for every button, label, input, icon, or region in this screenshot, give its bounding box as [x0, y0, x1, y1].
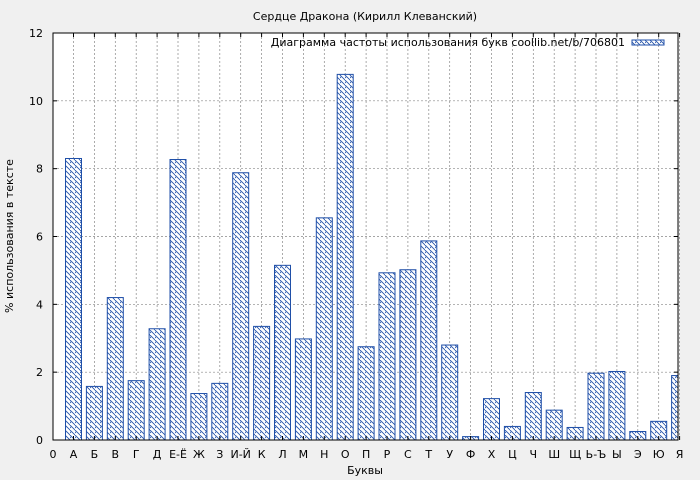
y-tick-label: 10: [29, 95, 43, 108]
legend-swatch: [631, 39, 665, 46]
x-tick-label: Л: [278, 448, 286, 461]
bar-13: [315, 217, 333, 441]
bar-16: [378, 272, 396, 441]
y-tick-label: 6: [36, 231, 43, 244]
x-tick-label: Д: [153, 448, 162, 461]
x-tick-label: К: [258, 448, 266, 461]
chart-title: Сердце Дракона (Кирилл Клеванский): [253, 10, 477, 23]
x-tick-label: Г: [133, 448, 140, 461]
y-tick-label: 8: [36, 163, 43, 176]
bar-23: [524, 392, 542, 441]
x-tick-label: П: [362, 448, 370, 461]
bar-26: [587, 372, 605, 441]
x-tick-label: Т: [424, 448, 432, 461]
x-tick-label: Е-Ё: [169, 448, 187, 461]
x-tick-label: О: [341, 448, 350, 461]
bar-21: [483, 398, 500, 441]
bar-18: [420, 240, 438, 441]
y-tick-label: 0: [36, 434, 43, 447]
bar-17: [399, 269, 417, 441]
x-tick-label: З: [216, 448, 223, 461]
bar-19: [441, 344, 459, 441]
legend-label: Диаграмма частоты использования букв coo…: [271, 36, 625, 49]
bar-8: [211, 382, 229, 441]
x-axis-label: Буквы: [347, 464, 383, 477]
x-tick-label: Я: [676, 448, 684, 461]
bar-27: [608, 370, 626, 441]
bar-12: [294, 338, 312, 441]
y-axis-label: % использования в тексте: [3, 159, 16, 313]
x-tick-label: Ж: [193, 448, 205, 461]
bar-4: [127, 380, 145, 441]
y-tick-label: 12: [29, 27, 43, 40]
x-tick-label: Б: [91, 448, 99, 461]
bar-6: [169, 159, 187, 441]
x-tick-label: Ш: [548, 448, 560, 461]
x-tick-label: Ы: [612, 448, 622, 461]
x-tick-label: М: [299, 448, 309, 461]
bar-10: [253, 325, 271, 441]
x-tick-label: Ч: [530, 448, 538, 461]
x-tick-label: Н: [320, 448, 328, 461]
bar-5: [148, 328, 166, 441]
bar-2: [85, 385, 103, 441]
x-tick-label: А: [70, 448, 78, 461]
x-tick-label: Ю: [653, 448, 665, 461]
bar-3: [106, 297, 124, 441]
bar-11: [274, 264, 291, 441]
x-tick-label: Щ: [569, 448, 581, 461]
bar-1: [65, 157, 82, 441]
x-tick-label: Р: [384, 448, 391, 461]
y-tick-label: 4: [36, 298, 43, 311]
x-tick-label: Ф: [466, 448, 475, 461]
bar-15: [357, 346, 375, 441]
x-tick-label: 0: [50, 448, 57, 461]
bar-24: [545, 409, 563, 441]
bar-7: [190, 393, 208, 441]
x-tick-label: И-Й: [230, 448, 250, 461]
y-tick-label: 2: [36, 366, 43, 379]
legend: Диаграмма частоты использования букв coo…: [271, 36, 665, 49]
bar-9: [232, 172, 250, 441]
x-tick-label: С: [404, 448, 412, 461]
bar-30: [671, 375, 679, 441]
x-tick-label: Ц: [508, 448, 517, 461]
x-tick-label: У: [446, 448, 453, 461]
x-tick-label: Ь-Ъ: [586, 448, 607, 461]
x-tick-label: Х: [488, 448, 496, 461]
x-tick-label: Э: [634, 448, 642, 461]
x-tick-label: В: [112, 448, 120, 461]
bar-14: [336, 73, 354, 441]
